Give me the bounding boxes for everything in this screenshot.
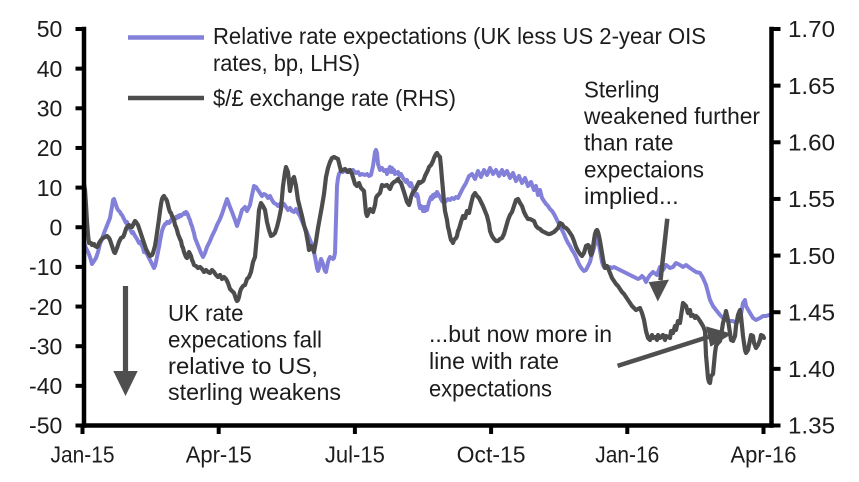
- svg-text:implied...: implied...: [584, 183, 679, 209]
- svg-text:0: 0: [50, 214, 63, 240]
- svg-text:than rate: than rate: [584, 130, 674, 156]
- svg-text:...but now more in: ...but now more in: [429, 321, 612, 347]
- svg-text:sterling weakens: sterling weakens: [168, 379, 341, 405]
- svg-text:-10: -10: [29, 254, 62, 280]
- svg-text:1.70: 1.70: [788, 16, 835, 42]
- svg-text:1.35: 1.35: [788, 413, 835, 439]
- svg-text:expecations fall: expecations fall: [168, 327, 322, 353]
- svg-text:expectations: expectations: [429, 375, 552, 401]
- svg-text:1.45: 1.45: [788, 299, 835, 325]
- svg-text:1.40: 1.40: [788, 356, 835, 382]
- svg-text:expectaions: expectaions: [584, 156, 704, 182]
- svg-text:Jan-15: Jan-15: [51, 442, 115, 468]
- svg-text:Sterling: Sterling: [584, 76, 660, 102]
- svg-text:1.65: 1.65: [788, 73, 835, 99]
- svg-text:Jul-15: Jul-15: [325, 442, 385, 468]
- svg-text:20: 20: [37, 135, 63, 161]
- svg-text:weakened further: weakened further: [583, 103, 760, 129]
- svg-text:relative to US,: relative to US,: [168, 353, 318, 379]
- svg-text:-50: -50: [29, 413, 62, 439]
- svg-text:1.50: 1.50: [788, 243, 835, 269]
- svg-text:-20: -20: [29, 294, 62, 320]
- svg-text:$/£ exchange rate (RHS): $/£ exchange rate (RHS): [213, 85, 456, 111]
- svg-text:UK rate: UK rate: [168, 300, 244, 326]
- svg-text:rates, bp, LHS): rates, bp, LHS): [213, 50, 360, 76]
- svg-text:40: 40: [37, 56, 63, 82]
- svg-text:-40: -40: [29, 373, 62, 399]
- svg-text:-30: -30: [29, 333, 62, 359]
- svg-text:Apr-16: Apr-16: [731, 442, 797, 468]
- svg-text:1.55: 1.55: [788, 186, 835, 212]
- svg-text:Oct-15: Oct-15: [457, 442, 526, 468]
- svg-text:Jan-16: Jan-16: [595, 442, 659, 468]
- svg-text:50: 50: [37, 16, 63, 42]
- svg-text:line with rate: line with rate: [429, 348, 559, 374]
- svg-text:Apr-15: Apr-15: [186, 442, 252, 468]
- svg-text:30: 30: [37, 96, 63, 122]
- svg-text:10: 10: [37, 175, 63, 201]
- svg-text:Relative rate expectations (UK: Relative rate expectations (UK less US 2…: [213, 23, 706, 49]
- svg-text:1.60: 1.60: [788, 130, 835, 156]
